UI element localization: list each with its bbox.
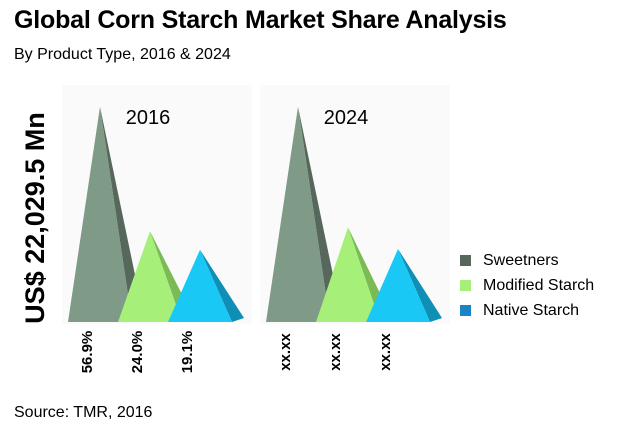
data-label-sweetners-2016: 56.9% xyxy=(79,331,96,374)
data-label-modified-starch-2024: xx.xx xyxy=(327,333,344,371)
chart-subtitle: By Product Type, 2016 & 2024 xyxy=(14,46,231,63)
category-label-2016: 2016 xyxy=(126,107,171,129)
pyramid-side-sweetners-2016 xyxy=(100,106,144,322)
source-note: Source: TMR, 2016 xyxy=(14,404,153,421)
legend-label-sweetners: Sweetners xyxy=(483,251,559,269)
pyramid-modified-starch-2024 xyxy=(316,227,380,322)
legend-swatch-native-starch xyxy=(460,305,471,316)
legend: Sweetners Modified Starch Native Starch xyxy=(460,248,594,323)
category-label-2024: 2024 xyxy=(324,107,369,129)
legend-item-native-starch: Native Starch xyxy=(460,298,594,323)
pyramid-side-sweetners-2024 xyxy=(298,106,342,322)
pyramid-native-starch-2024 xyxy=(366,248,430,322)
legend-swatch-modified-starch xyxy=(460,280,471,291)
legend-swatch-sweetners xyxy=(460,255,471,266)
data-label-modified-starch-2016: 24.0% xyxy=(129,331,146,374)
pyramid-side-native-starch-2016 xyxy=(200,249,244,322)
legend-label-modified-starch: Modified Starch xyxy=(483,276,595,294)
chart-title: Global Corn Starch Market Share Analysis xyxy=(14,6,507,34)
pyramid-sweetners-2024 xyxy=(266,106,330,322)
pyramid-sweetners-2016 xyxy=(68,106,132,322)
y-axis-label: US$ 22,029.5 Mn xyxy=(20,112,50,324)
legend-item-modified-starch: Modified Starch xyxy=(460,273,594,298)
pyramid-modified-starch-2016 xyxy=(118,231,182,322)
pyramid-side-native-starch-2024 xyxy=(398,248,442,322)
legend-label-native-starch: Native Starch xyxy=(483,301,580,319)
legend-item-sweetners: Sweetners xyxy=(460,248,594,273)
data-label-sweetners-2024: xx.xx xyxy=(277,333,294,371)
data-label-native-starch-2016: 19.1% xyxy=(179,331,196,374)
pyramid-native-starch-2016 xyxy=(168,249,232,322)
data-label-native-starch-2024: xx.xx xyxy=(377,333,394,371)
